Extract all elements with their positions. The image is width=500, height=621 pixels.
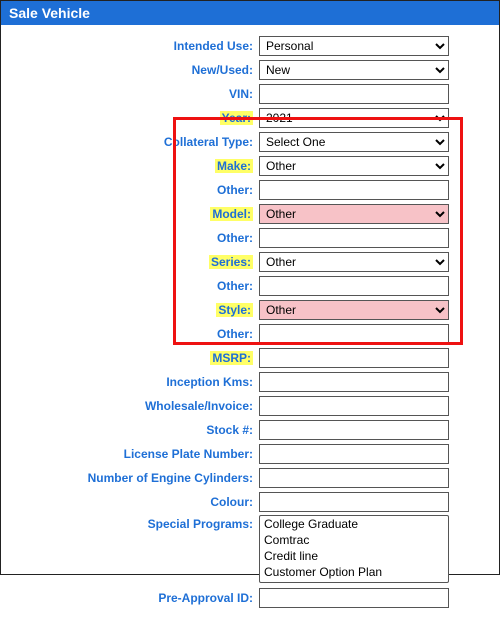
label-series: Series: bbox=[11, 255, 259, 269]
label-make: Make: bbox=[11, 159, 259, 173]
series-select[interactable]: Other bbox=[259, 252, 449, 272]
make-other-input[interactable] bbox=[259, 180, 449, 200]
label-special-programs: Special Programs: bbox=[11, 515, 259, 531]
label-pre-approval: Pre-Approval ID: bbox=[11, 591, 259, 605]
label-wholesale: Wholesale/Invoice: bbox=[11, 399, 259, 413]
model-other-input[interactable] bbox=[259, 228, 449, 248]
style-other-input[interactable] bbox=[259, 324, 449, 344]
stock-input[interactable] bbox=[259, 420, 449, 440]
colour-input[interactable] bbox=[259, 492, 449, 512]
intended-use-select[interactable]: Personal bbox=[259, 36, 449, 56]
label-series-other: Other: bbox=[11, 279, 259, 293]
label-new-used: New/Used: bbox=[11, 63, 259, 77]
list-item[interactable]: Customer Option Plan bbox=[262, 564, 448, 580]
collateral-type-select[interactable]: Select One bbox=[259, 132, 449, 152]
label-make-other: Other: bbox=[11, 183, 259, 197]
label-stock: Stock #: bbox=[11, 423, 259, 437]
year-select[interactable]: 2021 bbox=[259, 108, 449, 128]
msrp-input[interactable] bbox=[259, 348, 449, 368]
cylinders-input[interactable] bbox=[259, 468, 449, 488]
vin-input[interactable] bbox=[259, 84, 449, 104]
label-collateral-type: Collateral Type: bbox=[11, 135, 259, 149]
label-year: Year: bbox=[11, 111, 259, 125]
list-item[interactable]: Credit line bbox=[262, 548, 448, 564]
label-cylinders: Number of Engine Cylinders: bbox=[11, 471, 259, 485]
make-select[interactable]: Other bbox=[259, 156, 449, 176]
pre-approval-input[interactable] bbox=[259, 588, 449, 608]
label-intended-use: Intended Use: bbox=[11, 39, 259, 53]
panel-header: Sale Vehicle bbox=[1, 1, 499, 25]
label-style-other: Other: bbox=[11, 327, 259, 341]
label-model: Model: bbox=[11, 207, 259, 221]
list-item[interactable]: College Graduate bbox=[262, 516, 448, 532]
label-style: Style: bbox=[11, 303, 259, 317]
model-select[interactable]: Other bbox=[259, 204, 449, 224]
panel-title: Sale Vehicle bbox=[9, 5, 90, 21]
label-vin: VIN: bbox=[11, 87, 259, 101]
new-used-select[interactable]: New bbox=[259, 60, 449, 80]
plate-input[interactable] bbox=[259, 444, 449, 464]
label-model-other: Other: bbox=[11, 231, 259, 245]
special-programs-listbox[interactable]: College Graduate Comtrac Credit line Cus… bbox=[259, 515, 449, 583]
inception-kms-input[interactable] bbox=[259, 372, 449, 392]
list-item[interactable]: Comtrac bbox=[262, 532, 448, 548]
label-colour: Colour: bbox=[11, 495, 259, 509]
style-select[interactable]: Other bbox=[259, 300, 449, 320]
form-area: Intended Use: Personal New/Used: New VIN… bbox=[1, 25, 499, 621]
wholesale-input[interactable] bbox=[259, 396, 449, 416]
label-inception-kms: Inception Kms: bbox=[11, 375, 259, 389]
label-msrp: MSRP: bbox=[11, 351, 259, 365]
label-plate: License Plate Number: bbox=[11, 447, 259, 461]
series-other-input[interactable] bbox=[259, 276, 449, 296]
